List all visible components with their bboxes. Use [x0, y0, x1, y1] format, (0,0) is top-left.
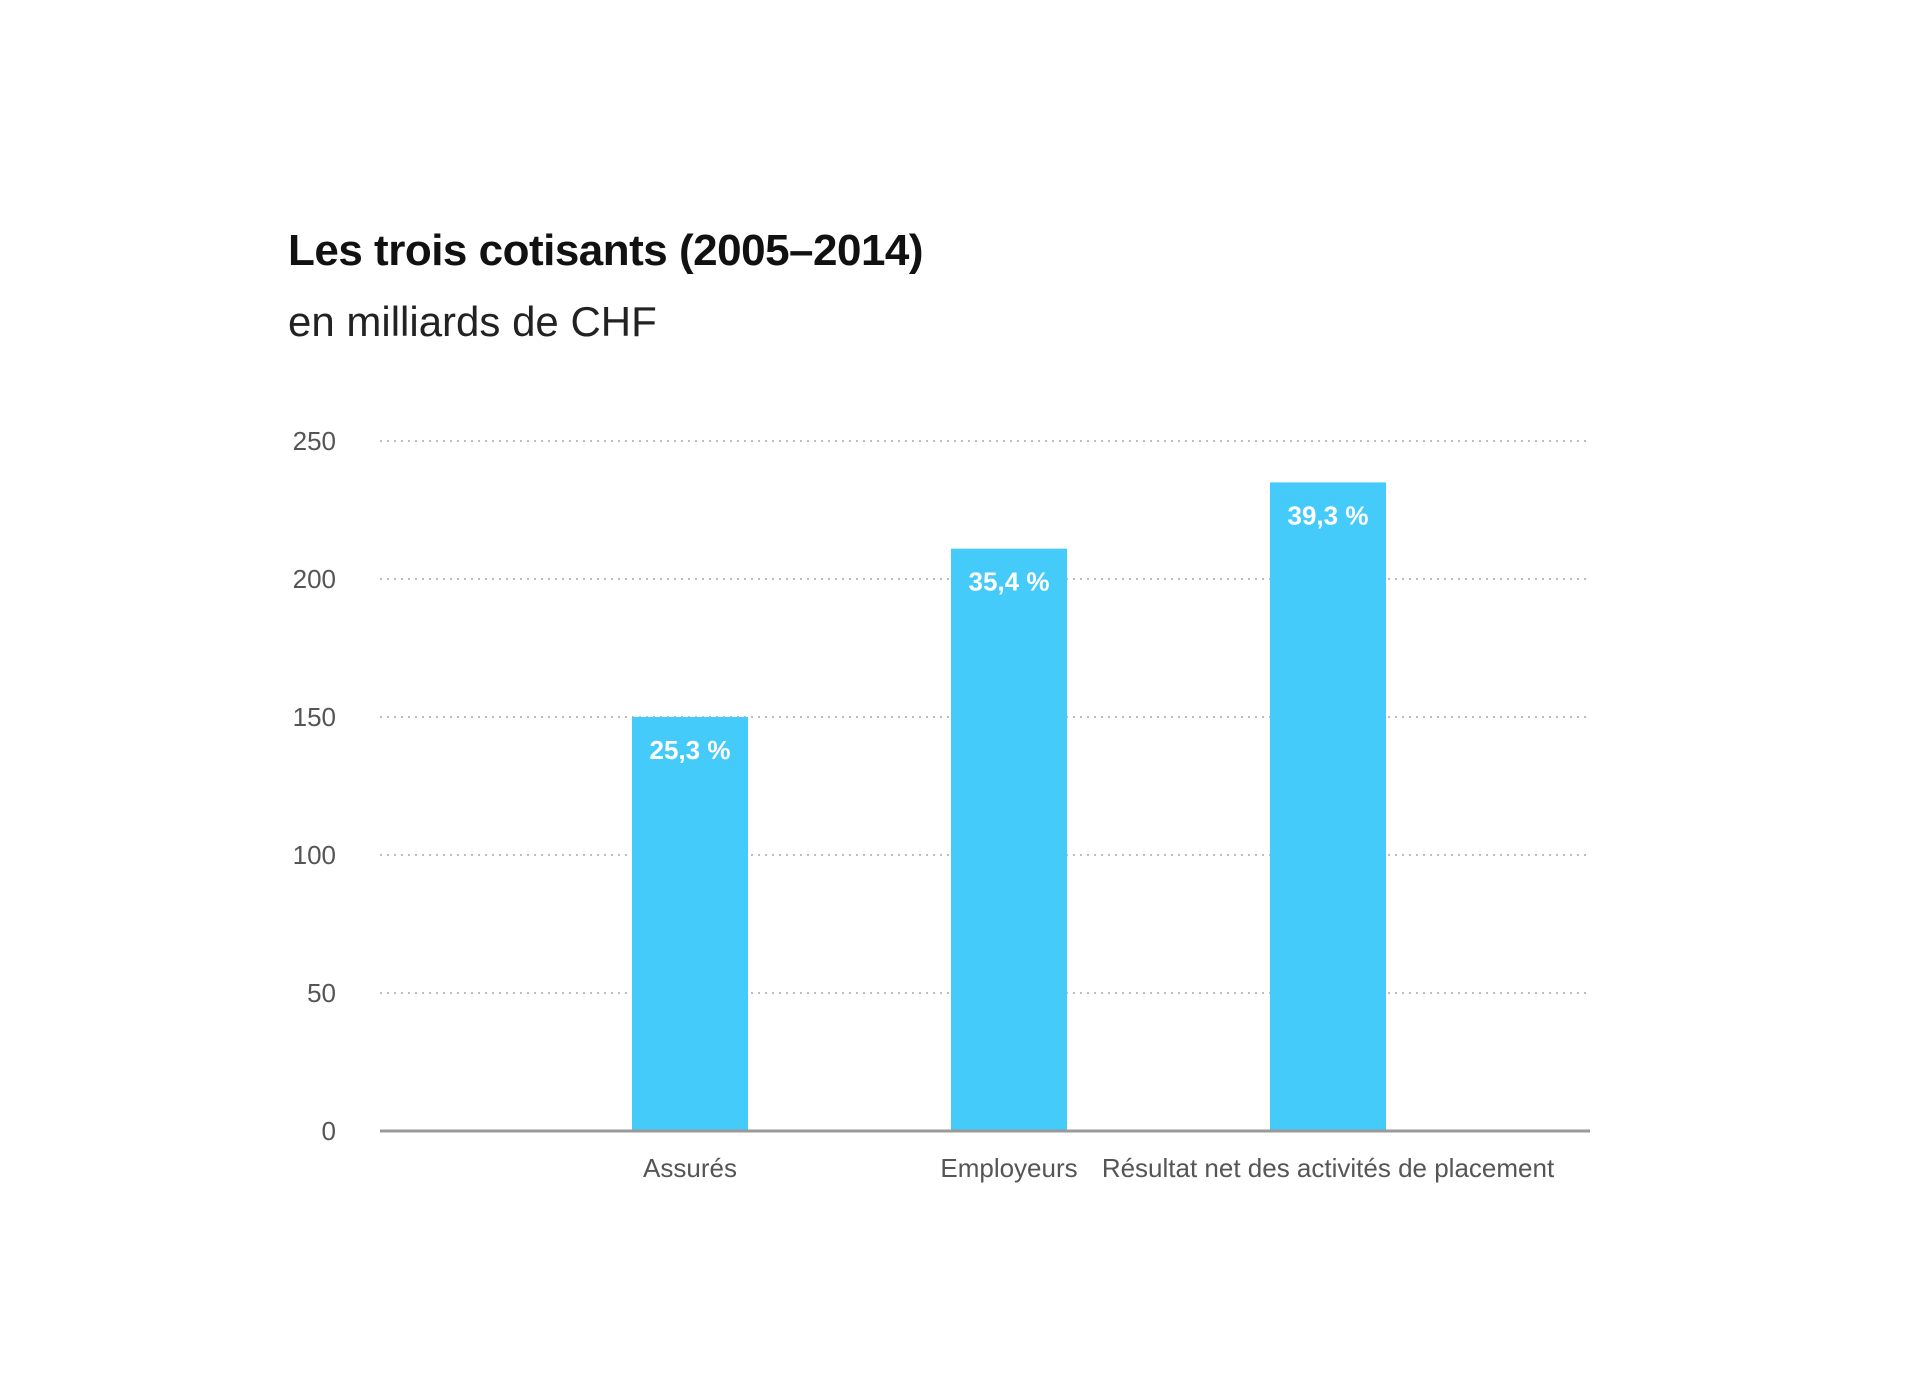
y-tick-label-100: 100	[293, 840, 336, 870]
gridlines	[380, 440, 1590, 994]
bar-1	[632, 717, 748, 1131]
bar-data-label-1: 25,3 %	[650, 735, 731, 765]
x-category-label-3: Résultat net des activités de placement	[1102, 1153, 1555, 1183]
y-tick-label-0: 0	[322, 1116, 336, 1146]
bars: 25,3 % 35,4 % 39,3 %	[632, 482, 1386, 1131]
bar-2	[951, 548, 1067, 1131]
y-tick-label-200: 200	[293, 564, 336, 594]
bar-3	[1270, 482, 1386, 1131]
x-category-label-2: Employeurs	[940, 1153, 1077, 1183]
chart-subtitle: en milliards de CHF	[288, 298, 657, 345]
y-tick-label-250: 250	[293, 426, 336, 456]
chart-title: Les trois cotisants (2005–2014)	[288, 226, 924, 275]
y-tick-label-50: 50	[307, 978, 336, 1008]
x-axis-labels: Assurés Employeurs Résultat net des activi…	[643, 1153, 1555, 1183]
bar-data-label-3: 39,3 %	[1288, 500, 1369, 530]
x-category-label-1: Assurés	[643, 1153, 737, 1183]
y-tick-label-150: 150	[293, 702, 336, 732]
y-axis-ticks: 0 50 100 150 200 250	[293, 426, 336, 1146]
bar-data-label-2: 35,4 %	[969, 567, 1050, 597]
